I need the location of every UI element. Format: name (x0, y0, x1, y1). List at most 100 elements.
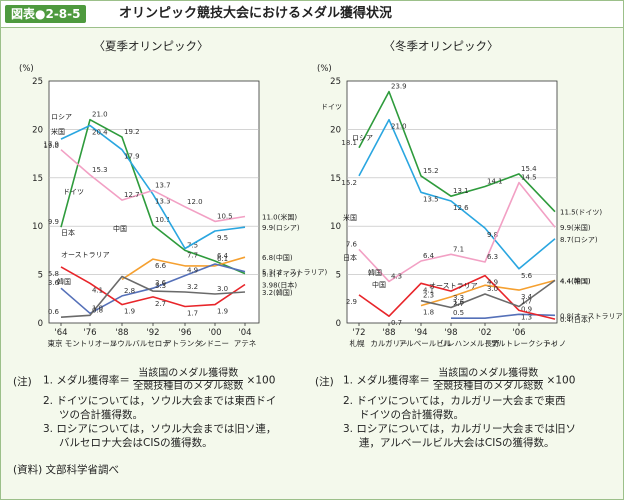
data-label-0-2-2: 12.7 (124, 191, 140, 199)
data-label-1-0-1: 23.9 (391, 83, 407, 91)
data-label-0-0-5: 6.4 (217, 252, 229, 260)
series-line-0-2 (60, 149, 246, 223)
data-label-0-1-2: 17.9 (124, 153, 140, 161)
series-inline-label-1-6: オーストラリア (429, 282, 478, 290)
notes-right-item1-tail: ×100 (546, 374, 576, 387)
data-label-0-0-4: 7.5 (187, 241, 198, 249)
series-line-0-1 (60, 124, 246, 250)
plot-area-0 (48, 80, 260, 324)
x-tick-label-0-2: '88 (115, 328, 128, 338)
end-label-1-3: 4.4(中国) (560, 276, 591, 285)
y-tick-label-0-2: 10 (32, 222, 43, 232)
host-city-label-0-0: 東京 (48, 338, 63, 348)
data-label-0-4-0: 3.6 (48, 279, 60, 287)
data-label-1-2-5: 14.5 (521, 174, 537, 182)
data-label-1-3-2: 1.8 (423, 309, 434, 317)
data-label-0-6-5: 3.0 (217, 285, 228, 293)
y-tick-label-1-4: 20 (330, 125, 341, 135)
host-city-label-1-2: アルベールビル (399, 339, 452, 348)
data-label-1-1-0: 15.2 (341, 179, 357, 187)
series-inline-label-1-2: 米国 (343, 213, 357, 222)
data-label-0-2-0: 17.9 (43, 141, 59, 149)
host-city-label-1-5: ソルトレークシティ (490, 339, 557, 348)
notes-left-item1: 1. メダル獲得率＝ 当該国のメダル獲得数 全競技種目のメダル総数 ×100 (43, 368, 275, 393)
host-city-label-0-4: アトランタ (164, 339, 202, 348)
y-tick-label-1-5: 25 (330, 77, 341, 87)
series-inline-label-1-4: 韓国 (368, 268, 382, 277)
end-label-0-1: 9.9(ロシア) (262, 224, 300, 232)
end-label-1-5: 0.4(日本) (560, 315, 591, 324)
data-label-0-0-2: 19.2 (124, 128, 140, 136)
notes-left-item1-label: 1. メダル獲得率＝ (43, 374, 130, 387)
figure-title: オリンピック競技大会におけるメダル獲得状況 (119, 6, 393, 21)
notes-left-item2-line2: ツの合計獲得数。 (59, 409, 143, 421)
end-label-0-3: 6.8(中国) (262, 253, 293, 262)
notes-left-item3-line1: 3. ロシアについては，ソウル大会までは旧ソ連， (43, 423, 277, 435)
data-label-1-0-0: 18.1 (341, 139, 357, 147)
host-city-label-0-3: バルセロナ (132, 339, 170, 348)
notes-right-fraction: 当該国のメダル獲得数 全競技種目のメダル総数 (433, 368, 544, 393)
notes-right-item2-line1: 2. ドイツについては，カルガリー大会まで東西 (343, 395, 566, 407)
x-tick-label-0-6: '04 (238, 328, 251, 338)
data-label-0-4-1: 1.0 (92, 304, 103, 312)
x-tick-label-0-4: '96 (178, 328, 191, 338)
series-line-0-3 (121, 256, 246, 281)
series-inline-label-1-1: ロシア (352, 134, 373, 142)
y-tick-label-1-2: 10 (330, 222, 341, 232)
notes-right-item1-label: 1. メダル獲得率＝ (343, 374, 430, 387)
data-label-0-2-5: 10.5 (217, 212, 233, 220)
notes-left-fraction: 当該国のメダル獲得数 全競技種目のメダル総数 (133, 368, 244, 393)
data-label-0-4-2: 2.8 (124, 287, 135, 295)
data-label-1-6-5: 1.7 (521, 298, 532, 306)
data-label-0-1-5: 9.5 (217, 234, 228, 242)
notes-left-numerator: 当該国のメダル獲得数 (133, 368, 244, 381)
data-label-0-5-3: 2.7 (155, 300, 166, 308)
x-tick-label-1-1: '88 (382, 328, 395, 338)
data-label-0-1-0: 19.0 (43, 142, 59, 150)
y-axis-unit-1: (%) (317, 64, 332, 74)
host-city-label-1-4: 長野 (485, 339, 500, 348)
data-label-0-1-1: 20.4 (92, 129, 108, 137)
data-label-1-0-2: 15.2 (423, 167, 439, 175)
host-city-label-1-1: カルガリー (370, 338, 407, 348)
data-label-1-4-5: 0.9 (521, 305, 532, 313)
y-tick-label-1-0: 0 (336, 319, 341, 329)
notes-left-item1-tail: ×100 (246, 374, 276, 387)
data-label-0-6-1: 0.8 (92, 306, 103, 314)
series-inline-label-0-5: オーストラリア (61, 251, 110, 259)
data-label-0-6-0: 0.6 (48, 308, 60, 316)
series-line-1-6 (420, 279, 556, 309)
series-line-0-6 (60, 275, 246, 318)
y-tick-label-0-1: 5 (38, 271, 43, 281)
x-tick-label-1-3: '98 (444, 328, 457, 338)
data-label-0-6-3: 3.3 (155, 282, 166, 290)
data-label-1-2-3: 7.1 (453, 245, 464, 253)
x-tick-label-0-1: '76 (83, 328, 96, 338)
panel-title-0: 〈夏季オリンピック〉 (94, 39, 209, 53)
series-inline-label-0-1: 米国 (51, 127, 65, 136)
data-label-0-2-1: 15.3 (92, 166, 108, 174)
data-label-0-5-0: 5.8 (48, 270, 59, 278)
data-label-1-5-3: 3.3 (453, 294, 464, 302)
series-line-0-4 (60, 263, 246, 315)
series-inline-label-1-3: 日本 (343, 253, 357, 262)
data-label-1-1-2: 13.5 (423, 195, 439, 203)
series-line-1-3 (420, 279, 556, 307)
host-city-label-0-2: ソウル (110, 339, 133, 348)
series-inline-label-0-6: 韓国 (57, 277, 71, 286)
data-label-1-2-2: 6.4 (423, 252, 435, 260)
notes-right-item2-line2: ドイツの合計獲得数。 (359, 409, 464, 421)
host-city-label-0-5: シドニー (199, 339, 229, 348)
notes-left-denominator: 全競技種目のメダル総数 (133, 381, 244, 392)
series-line-1-1 (358, 118, 556, 270)
y-axis-unit-0: (%) (19, 64, 34, 74)
data-label-0-4-4: 4.9 (187, 267, 198, 275)
data-label-1-0-4: 14.1 (487, 178, 503, 186)
x-tick-label-0-0: '64 (54, 328, 67, 338)
end-label-1-0: 11.5(ドイツ) (560, 209, 602, 217)
data-label-1-4-3: 0.5 (453, 309, 464, 317)
series-inline-label-0-4: 中国 (113, 224, 127, 233)
data-label-1-5-0: 2.9 (346, 298, 357, 306)
notes-right-item1: 1. メダル獲得率＝ 当該国のメダル獲得数 全競技種目のメダル総数 ×100 (343, 368, 575, 393)
